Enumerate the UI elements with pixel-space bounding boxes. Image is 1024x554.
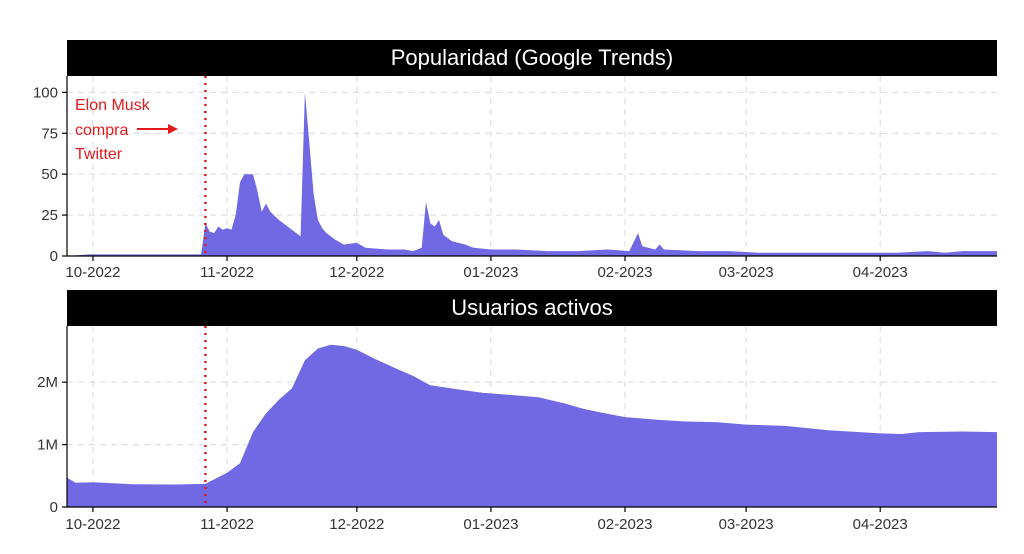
annotation-line-3: Twitter [75, 146, 123, 163]
popularity-area [67, 92, 997, 257]
panel-title: Popularidad (Google Trends) [391, 45, 674, 70]
y-tick-label: 50 [41, 166, 58, 183]
x-tick-label: 02-2023 [597, 516, 652, 533]
popularity-panel: Popularidad (Google Trends) 0 25 50 75 100 10… [33, 40, 997, 281]
x-tick-label: 02-2023 [597, 264, 652, 281]
y-tick-label: 1M [37, 437, 58, 454]
x-tick-label: 12-2022 [329, 264, 384, 281]
x-tick-label: 01-2023 [463, 516, 518, 533]
x-tick-label: 03-2023 [719, 516, 774, 533]
axes: 0 1M 2M 10-2022 11-2022 12-2022 01-2023 02-2023… [37, 326, 997, 533]
x-tick-label: 01-2023 [463, 264, 518, 281]
x-tick-label: 10-2022 [65, 264, 120, 281]
y-tick-label: 0 [50, 248, 58, 265]
panel-title-strip [67, 40, 997, 76]
active-users-area [67, 344, 997, 507]
x-tick-label: 04-2023 [853, 264, 908, 281]
panel-title: Usuarios activos [451, 295, 612, 320]
panel-title-strip [67, 290, 997, 326]
x-tick-label: 10-2022 [65, 516, 120, 533]
x-tick-label: 11-2022 [200, 516, 254, 533]
x-tick-label: 11-2022 [200, 264, 254, 281]
annotation-arrowhead [168, 124, 178, 134]
x-tick-label: 12-2022 [329, 516, 384, 533]
active-users-panel: Usuarios activos 0 1M 2M 10-2022 11-2022 12-2… [37, 290, 997, 533]
axes: 0 25 50 75 100 10-2022 11-2022 12-2022 01-2023 02… [33, 76, 997, 281]
y-tick-label: 25 [41, 207, 58, 224]
y-tick-label: 0 [50, 499, 58, 516]
annotation-purchase: Elon Musk compra Twitter [75, 97, 178, 163]
annotation-line-2: compra [75, 122, 128, 139]
x-tick-label: 03-2023 [719, 264, 774, 281]
y-tick-label: 2M [37, 374, 58, 391]
annotation-line-1: Elon Musk [75, 97, 151, 114]
y-tick-label: 100 [33, 84, 58, 101]
x-tick-label: 04-2023 [853, 516, 908, 533]
y-tick-label: 75 [41, 125, 58, 142]
